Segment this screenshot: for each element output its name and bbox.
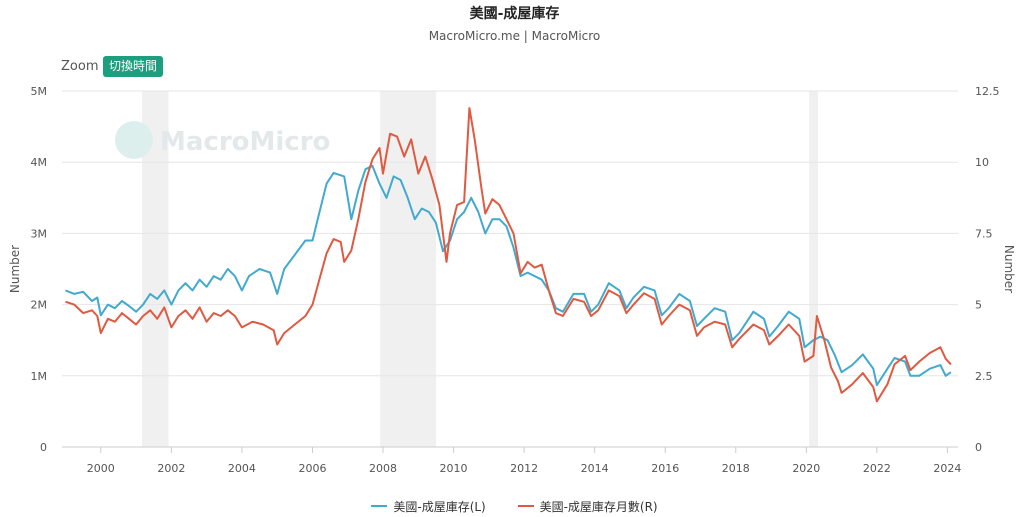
- chart-subtitle: MacroMicro.me | MacroMicro: [428, 29, 601, 43]
- y-right-tick-label: 5: [975, 299, 982, 312]
- recession-band-2: [809, 91, 818, 447]
- y-left-tick-label: 3M: [31, 227, 48, 240]
- y-left-tick-label: 0: [40, 441, 47, 454]
- zoom-label: Zoom: [61, 59, 99, 74]
- x-tick-label: 2000: [87, 462, 115, 475]
- x-tick-label: 2008: [369, 462, 397, 475]
- legend-item-months-supply[interactable]: 美國-成屋庫存月數(R): [517, 498, 658, 515]
- x-tick-label: 2014: [581, 462, 609, 475]
- y-left-tick-label: 5M: [31, 85, 48, 98]
- x-tick-label: 2020: [792, 462, 820, 475]
- y-right-tick-label: 7.5: [975, 227, 993, 240]
- series-line-inventory: [65, 164, 952, 387]
- x-tick-label: 2016: [651, 462, 679, 475]
- watermark-logo: MacroMicro: [115, 121, 330, 159]
- y-right-tick-label: 2.5: [975, 370, 993, 383]
- x-tick-label: 2006: [298, 462, 326, 475]
- watermark-logo-icon: [115, 121, 153, 159]
- y-right-axis-title: Number: [1002, 245, 1016, 293]
- chart-title: 美國-成屋庫存: [469, 6, 560, 22]
- series-line-months-supply: [65, 107, 952, 403]
- recession-band-1: [380, 91, 436, 447]
- y-left-axis-title: Number: [8, 245, 22, 293]
- watermark-text: MacroMicro: [160, 127, 330, 157]
- x-tick-label: 2012: [510, 462, 538, 475]
- legend-item-inventory[interactable]: 美國-成屋庫存(L): [371, 498, 486, 515]
- x-tick-label: 2004: [228, 462, 256, 475]
- legend-swatch-months-supply: [517, 505, 534, 507]
- y-right-tick-label: 10: [975, 156, 989, 169]
- chart-canvas: MacroMicro 0 1M 2M 3M 4M 5M 0 2.5 5 7.5 10 12.5 2000 2…: [8, 85, 1016, 475]
- x-tick-label: 2018: [722, 462, 750, 475]
- y-left-tick-label: 4M: [31, 156, 48, 169]
- x-tick-label: 2022: [863, 462, 891, 475]
- y-left-tick-label: 2M: [31, 299, 48, 312]
- x-tick-label: 2010: [440, 462, 468, 475]
- x-tick-label: 2002: [157, 462, 185, 475]
- toggle-time-button[interactable]: 切換時間: [103, 56, 164, 77]
- y-left-tick-label: 1M: [31, 370, 48, 383]
- x-tick-label: 2024: [933, 462, 961, 475]
- legend-swatch-inventory: [371, 505, 388, 507]
- legend: 美國-成屋庫存(L) 美國-成屋庫存月數(R): [0, 496, 1029, 515]
- y-right-tick-label: 12.5: [975, 85, 1000, 98]
- y-right-tick-label: 0: [975, 441, 982, 454]
- legend-label-months-supply: 美國-成屋庫存月數(R): [539, 499, 658, 514]
- legend-label-inventory: 美國-成屋庫存(L): [393, 499, 486, 514]
